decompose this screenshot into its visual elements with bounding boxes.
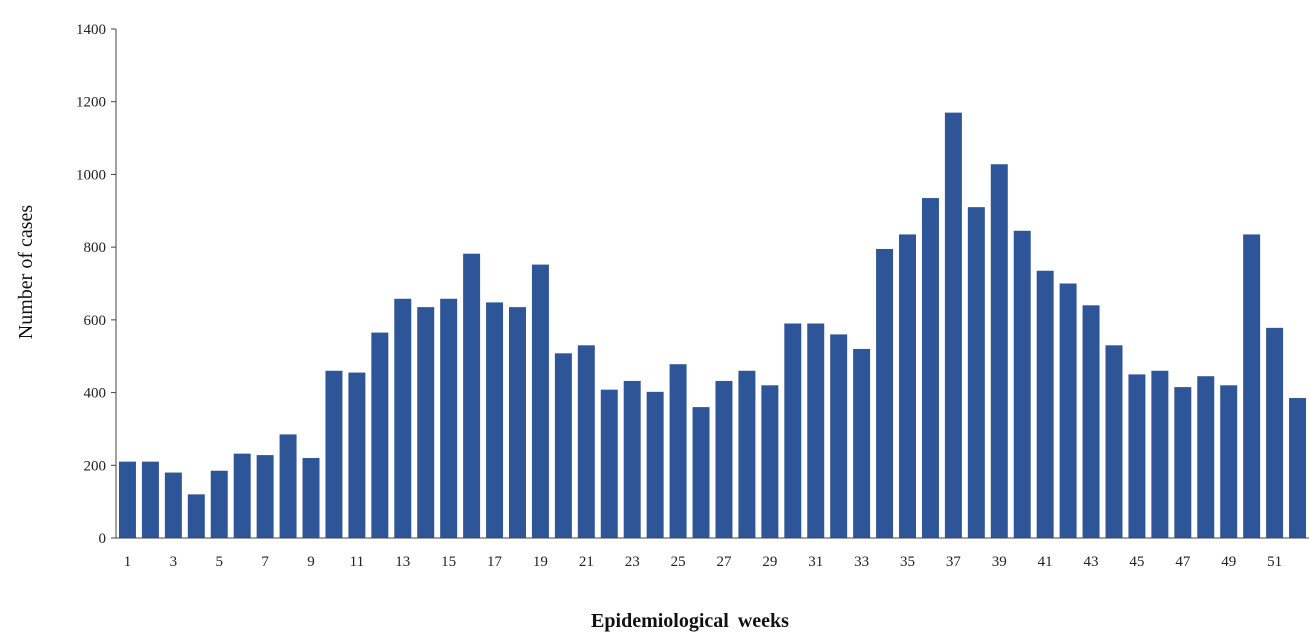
bar-week-32 xyxy=(830,334,848,538)
bar-week-2 xyxy=(141,461,159,538)
y-axis-title: Number of cases xyxy=(15,205,37,340)
bar-week-38 xyxy=(967,207,985,538)
bar-week-37 xyxy=(944,112,962,538)
y-tick-label: 1400 xyxy=(76,22,106,38)
bar-week-20 xyxy=(554,353,572,538)
bar-week-19 xyxy=(531,264,549,538)
bar-week-22 xyxy=(600,389,618,538)
y-axis-ticks: 0 200 400 600 800 1000 1200 1400 xyxy=(76,22,116,547)
bar-week-12 xyxy=(371,332,389,538)
bar-week-39 xyxy=(990,164,1008,538)
x-tick-label: 45 xyxy=(1129,554,1144,570)
bars xyxy=(118,112,1307,539)
bar-week-15 xyxy=(440,298,458,538)
x-tick-label: 11 xyxy=(350,554,364,570)
x-tick-label: 43 xyxy=(1084,554,1099,570)
bar-week-52 xyxy=(1289,398,1307,538)
bar-week-21 xyxy=(577,345,595,538)
bar-week-43 xyxy=(1082,305,1100,538)
x-tick-label: 13 xyxy=(395,554,410,570)
bar-week-46 xyxy=(1151,370,1169,538)
x-tick-label: 25 xyxy=(671,554,686,570)
bar-week-44 xyxy=(1105,345,1123,538)
x-tick-label: 17 xyxy=(487,554,503,570)
bar-week-41 xyxy=(1036,270,1054,538)
y-tick-label: 600 xyxy=(84,313,107,329)
x-tick-label: 19 xyxy=(533,554,548,570)
y-tick-label: 200 xyxy=(84,458,107,474)
y-tick-label: 800 xyxy=(84,240,107,256)
x-tick-label: 31 xyxy=(808,554,823,570)
bar-week-47 xyxy=(1174,387,1192,538)
x-tick-label: 41 xyxy=(1038,554,1053,570)
y-tick-label: 0 xyxy=(99,531,107,547)
x-tick-label: 27 xyxy=(716,554,732,570)
x-tick-label: 23 xyxy=(625,554,640,570)
bar-week-16 xyxy=(463,253,481,539)
y-tick-label: 1000 xyxy=(76,167,106,183)
bar-week-10 xyxy=(325,370,343,538)
bar-week-25 xyxy=(669,364,687,538)
x-tick-label: 9 xyxy=(307,554,315,570)
bar-week-1 xyxy=(118,461,136,538)
bar-week-9 xyxy=(302,458,320,538)
bar-week-17 xyxy=(486,302,504,538)
x-tick-label: 7 xyxy=(261,554,269,570)
x-tick-label: 49 xyxy=(1221,554,1236,570)
bar-week-24 xyxy=(646,391,664,538)
x-tick-label: 5 xyxy=(215,554,223,570)
bar-week-7 xyxy=(256,455,274,538)
bar-week-6 xyxy=(233,453,251,538)
bar-week-14 xyxy=(417,307,435,538)
bar-week-11 xyxy=(348,372,366,538)
x-tick-label: 47 xyxy=(1175,554,1191,570)
bar-week-5 xyxy=(210,470,228,538)
bar-week-26 xyxy=(692,407,710,538)
bar-week-35 xyxy=(899,234,916,539)
bar-week-4 xyxy=(187,494,205,538)
x-tick-label: 33 xyxy=(854,554,869,570)
x-tick-label: 35 xyxy=(900,554,915,570)
x-tick-label: 39 xyxy=(992,554,1007,570)
bar-week-40 xyxy=(1013,230,1031,538)
bar-week-34 xyxy=(876,248,894,539)
x-tick-label: 21 xyxy=(579,554,594,570)
bar-week-45 xyxy=(1128,374,1146,538)
bar-week-30 xyxy=(784,323,802,538)
bar-week-23 xyxy=(623,380,641,538)
bar-week-31 xyxy=(807,323,825,538)
x-axis-ticks: 1 3 5 7 9 11 13 15 17 19 21 23 25 27 29 31 33 35 37 39 41 43 4… xyxy=(124,554,1282,570)
bar-week-36 xyxy=(921,198,939,538)
bar-week-48 xyxy=(1197,376,1215,538)
bar-week-3 xyxy=(164,472,182,538)
x-tick-label: 37 xyxy=(946,554,962,570)
y-tick-label: 1200 xyxy=(76,95,106,111)
bar-week-49 xyxy=(1220,385,1238,538)
bar-week-8 xyxy=(279,434,297,538)
bar-week-28 xyxy=(738,370,756,538)
bar-week-33 xyxy=(853,348,871,538)
bar-week-50 xyxy=(1243,234,1261,539)
bar-week-29 xyxy=(761,385,779,538)
x-tick-label: 1 xyxy=(124,554,132,570)
x-tick-label: 51 xyxy=(1267,554,1282,570)
bar-week-13 xyxy=(394,298,412,538)
bar-week-27 xyxy=(715,380,733,538)
bar-week-51 xyxy=(1266,327,1284,538)
x-tick-label: 3 xyxy=(170,554,178,570)
bar-week-42 xyxy=(1059,283,1077,538)
x-tick-label: 29 xyxy=(762,554,777,570)
y-tick-label: 400 xyxy=(84,386,107,402)
x-axis-title: Epidemiological weeks xyxy=(591,610,789,632)
x-tick-label: 15 xyxy=(441,554,456,570)
bar-week-18 xyxy=(509,307,526,538)
